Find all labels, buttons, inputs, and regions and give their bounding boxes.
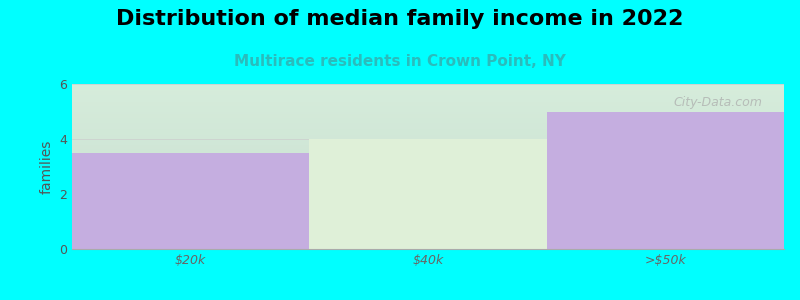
- Bar: [310, 139, 546, 249]
- Y-axis label: families: families: [39, 139, 54, 194]
- Bar: [546, 112, 784, 249]
- Text: Distribution of median family income in 2022: Distribution of median family income in …: [116, 9, 684, 29]
- Bar: [72, 153, 310, 249]
- Text: Multirace residents in Crown Point, NY: Multirace residents in Crown Point, NY: [234, 54, 566, 69]
- Text: City-Data.com: City-Data.com: [674, 95, 762, 109]
